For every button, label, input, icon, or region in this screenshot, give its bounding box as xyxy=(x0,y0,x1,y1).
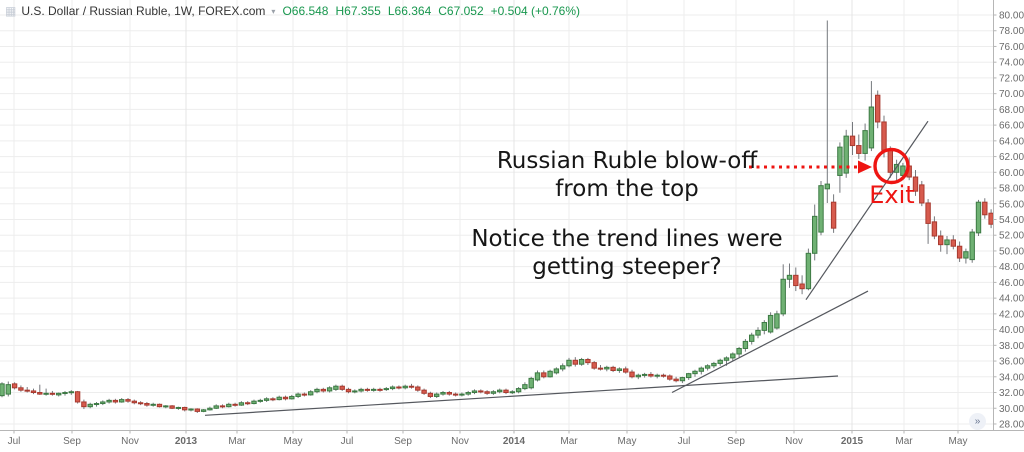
low-value: L66.364 xyxy=(387,4,432,18)
drawings-layer[interactable] xyxy=(749,147,910,185)
arrowhead-icon xyxy=(858,160,872,174)
steeper-annotation[interactable]: Notice the trend lines were getting stee… xyxy=(452,225,802,281)
steeper-annotation-line2: getting steeper? xyxy=(532,254,722,280)
svg-text:Sep: Sep xyxy=(394,436,412,447)
trend-line[interactable] xyxy=(204,375,839,416)
svg-text:May: May xyxy=(618,436,637,447)
svg-text:46.000: 46.000 xyxy=(999,278,1024,289)
exit-circle[interactable] xyxy=(873,147,910,185)
svg-text:2013: 2013 xyxy=(175,436,198,447)
svg-text:Nov: Nov xyxy=(121,436,139,447)
svg-text:36.000: 36.000 xyxy=(999,357,1024,368)
trendlines-layer[interactable] xyxy=(204,120,929,416)
exit-annotation[interactable]: Exit xyxy=(869,181,915,209)
svg-text:Nov: Nov xyxy=(785,436,803,447)
high-value: H67.355 xyxy=(335,4,381,18)
svg-text:70.000: 70.000 xyxy=(999,89,1024,100)
svg-text:40.000: 40.000 xyxy=(999,325,1024,336)
axis-borders xyxy=(0,0,1024,431)
svg-text:52.000: 52.000 xyxy=(999,231,1024,242)
blowoff-annotation-line2: from the top xyxy=(555,176,699,202)
svg-text:48.000: 48.000 xyxy=(999,262,1024,273)
svg-text:72.000: 72.000 xyxy=(999,73,1024,84)
steeper-annotation-line1: Notice the trend lines were xyxy=(471,226,783,252)
svg-text:2015: 2015 xyxy=(841,436,864,447)
svg-text:42.000: 42.000 xyxy=(999,309,1024,320)
price-axis[interactable]: 80.000 78.000 76.000 74.000 72.000 70.000 68.0… xyxy=(993,11,1024,431)
svg-text:30.000: 30.000 xyxy=(999,404,1024,415)
svg-text:78.000: 78.000 xyxy=(999,26,1024,37)
svg-text:62.000: 62.000 xyxy=(999,152,1024,163)
svg-text:34.000: 34.000 xyxy=(999,372,1024,383)
svg-text:50.000: 50.000 xyxy=(999,246,1024,257)
svg-text:56.000: 56.000 xyxy=(999,199,1024,210)
svg-text:Mar: Mar xyxy=(228,436,246,447)
svg-text:60.000: 60.000 xyxy=(999,168,1024,179)
change-value: +0.504 (+0.76%) xyxy=(490,4,581,18)
svg-text:38.000: 38.000 xyxy=(999,341,1024,352)
symbol-header: ▦ U.S. Dollar / Russian Ruble, 1W, FOREX… xyxy=(5,4,580,18)
trend-line[interactable] xyxy=(805,120,929,301)
svg-text:Sep: Sep xyxy=(63,436,81,447)
svg-text:May: May xyxy=(949,436,968,447)
svg-text:32.000: 32.000 xyxy=(999,388,1024,399)
svg-text:2014: 2014 xyxy=(503,436,526,447)
svg-text:Mar: Mar xyxy=(560,436,578,447)
candles-layer xyxy=(0,20,994,413)
svg-text:Jul: Jul xyxy=(8,436,21,447)
svg-text:68.000: 68.000 xyxy=(999,105,1024,116)
open-value: O66.548 xyxy=(282,4,329,18)
scroll-right-button[interactable]: » xyxy=(969,413,986,430)
svg-text:64.000: 64.000 xyxy=(999,136,1024,147)
svg-text:Sep: Sep xyxy=(727,436,745,447)
svg-text:44.000: 44.000 xyxy=(999,294,1024,305)
blowoff-annotation-line1: Russian Ruble blow-off xyxy=(496,148,758,174)
svg-text:Nov: Nov xyxy=(451,436,469,447)
blowoff-annotation[interactable]: Russian Ruble blow-off from the top xyxy=(452,147,802,203)
chevron-down-icon[interactable]: ▾ xyxy=(271,6,276,16)
svg-text:28.000: 28.000 xyxy=(999,419,1024,430)
svg-text:54.000: 54.000 xyxy=(999,215,1024,226)
svg-text:74.000: 74.000 xyxy=(999,58,1024,69)
svg-text:May: May xyxy=(284,436,303,447)
svg-text:Jul: Jul xyxy=(341,436,354,447)
svg-text:80.000: 80.000 xyxy=(999,11,1024,22)
ohlc-values: O66.548 H67.355 L66.364 C67.052 xyxy=(282,4,483,18)
symbol-title[interactable]: U.S. Dollar / Russian Ruble, 1W, FOREX.c… xyxy=(21,4,266,18)
svg-text:Mar: Mar xyxy=(895,436,913,447)
svg-text:Jul: Jul xyxy=(678,436,691,447)
svg-text:66.000: 66.000 xyxy=(999,121,1024,132)
time-axis[interactable]: Jul Sep Nov 2013 Mar May Jul Sep Nov 2014 Mar May Ju… xyxy=(8,430,968,447)
svg-text:58.000: 58.000 xyxy=(999,184,1024,195)
trend-line[interactable] xyxy=(671,290,869,394)
svg-text:76.000: 76.000 xyxy=(999,42,1024,53)
grid-lines xyxy=(0,0,993,430)
chart-type-icon: ▦ xyxy=(5,4,17,18)
close-value: C67.052 xyxy=(438,4,484,18)
